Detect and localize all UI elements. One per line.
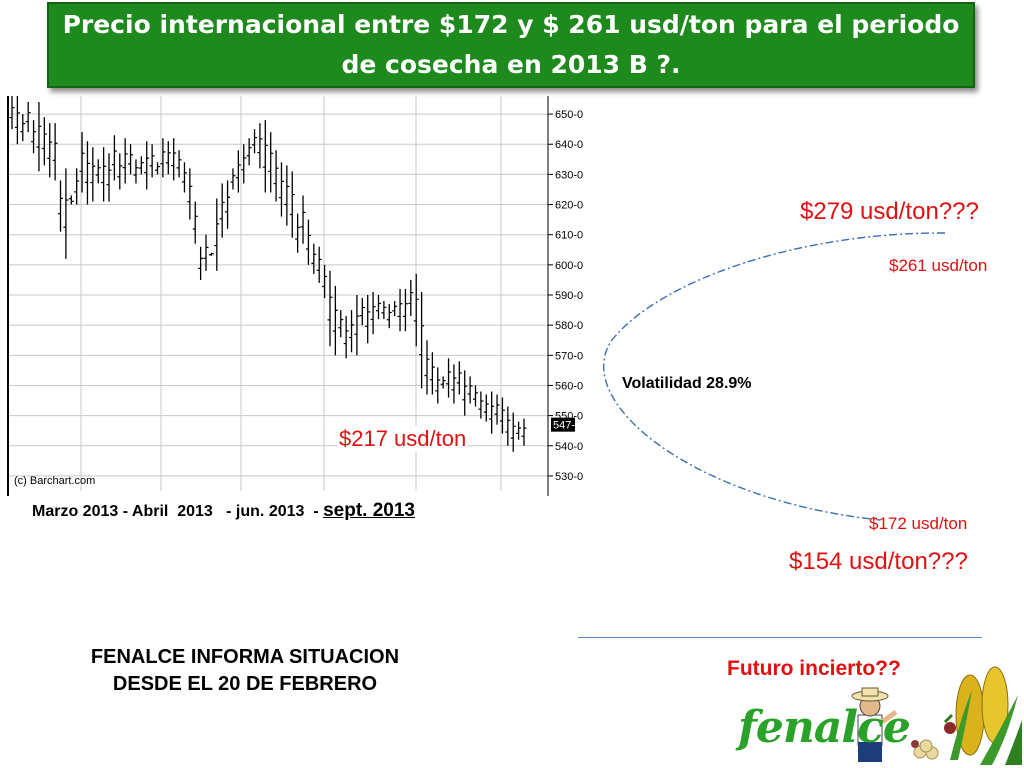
y-tick-label: 620-0: [555, 200, 583, 212]
last-price-box: [551, 417, 575, 432]
label-154: $154 usd/ton???: [789, 548, 968, 575]
label-172: $172 usd/ton: [869, 514, 968, 533]
future-label: Futuro incierto??: [727, 657, 901, 680]
label-217: $217 usd/ton: [337, 426, 469, 452]
y-tick-label: 610-0: [555, 230, 583, 242]
fenalce-info: FENALCE INFORMA SITUACION DESDE EL 20 DE…: [30, 644, 460, 698]
y-tick-label: 540-0: [555, 441, 583, 453]
y-tick-label: 650-0: [555, 109, 583, 121]
y-tick-label: 590-0: [555, 290, 583, 302]
y-tick-label: 630-0: [555, 169, 583, 181]
volatility-label: Volatilidad 28.9%: [622, 375, 752, 392]
x-axis-label-end: sept. 2013: [323, 500, 415, 521]
fenalce-mascot-illustration: [851, 666, 1022, 765]
y-tick-label: 560-0: [555, 380, 583, 392]
fenalce-logo: fenalce: [738, 702, 911, 753]
label-261: $261 usd/ton: [889, 256, 988, 275]
label-279: $279 usd/ton???: [800, 198, 979, 225]
slide-title: Precio internacional entre $172 y $ 261 …: [47, 2, 975, 88]
source-label: (c) Barchart.com: [14, 475, 95, 487]
y-tick-label: 580-0: [555, 320, 583, 332]
x-axis-label: Marzo 2013 - Abril 2013 - jun. 2013 - se…: [32, 500, 415, 522]
y-tick-label: 570-0: [555, 350, 583, 362]
y-tick-label: 640-0: [555, 139, 583, 151]
price-chart: 650-0 640-0 630-0 620-0 610-0 600-0 590-0 580-0…: [6, 93, 586, 498]
divider: [578, 637, 982, 638]
x-axis-label-main: Marzo 2013 - Abril 2013 - jun. 2013 -: [32, 503, 319, 520]
last-price-label: 547-0: [553, 420, 581, 432]
price-chart-svg: 650-0 640-0 630-0 620-0 610-0 600-0 590-0 580-0…: [7, 96, 583, 496]
info-line-1: FENALCE INFORMA SITUACION: [90, 646, 400, 668]
info-line-2: DESDE EL 20 DE FEBRERO: [112, 673, 378, 695]
y-tick-label: 530-0: [555, 471, 583, 483]
y-tick-label: 600-0: [555, 260, 583, 272]
